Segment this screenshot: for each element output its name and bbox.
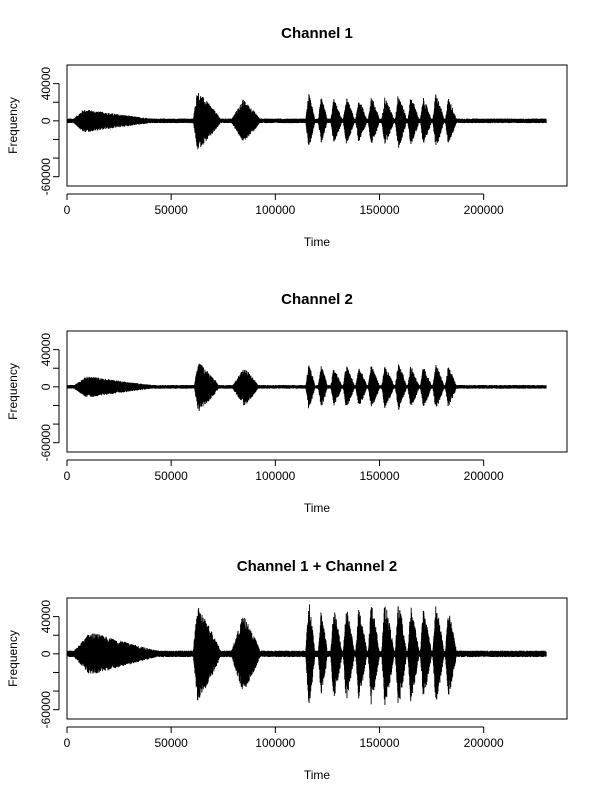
y-tick-label: 0	[39, 650, 53, 657]
x-tick-label: 50000	[154, 736, 188, 750]
x-tick-label: 200000	[464, 469, 504, 483]
x-tick-label: 50000	[154, 203, 188, 217]
x-tick-label: 0	[64, 736, 71, 750]
y-axis-label: Frequency	[6, 630, 20, 687]
x-tick-label: 100000	[255, 203, 295, 217]
chart-title: Channel 2	[281, 291, 353, 308]
y-tick-label: 0	[39, 383, 53, 390]
x-tick-label: 0	[64, 203, 71, 217]
plot-frame	[66, 64, 568, 187]
x-tick-label: 50000	[154, 469, 188, 483]
y-tick-label: 40000	[39, 600, 53, 634]
x-axis-label: Time	[304, 235, 331, 249]
chart-panel-2: Channel 2 0 50000 100000 150000 200000 Time -60…	[6, 291, 568, 515]
x-axis-label: Time	[304, 768, 331, 782]
y-axis-label: Frequency	[6, 363, 20, 420]
y-tick-label: -60000	[39, 424, 53, 462]
x-tick-label: 100000	[255, 736, 295, 750]
chart-panel-1: Channel 1 0 50000 100000 150000 200000 Time -60…	[6, 25, 568, 249]
y-tick-label: 40000	[39, 67, 53, 101]
waveform-series	[66, 604, 547, 706]
x-tick-label: 150000	[359, 469, 399, 483]
x-tick-label: 0	[64, 469, 71, 483]
plot-frame	[66, 330, 568, 453]
x-axis-label: Time	[304, 501, 331, 515]
x-tick-label: 200000	[464, 203, 504, 217]
y-tick-label: 0	[39, 117, 53, 124]
x-tick-label: 150000	[359, 203, 399, 217]
waveform-series	[66, 93, 547, 150]
y-tick-label: -60000	[39, 691, 53, 729]
x-tick-label: 100000	[255, 469, 295, 483]
plot-frame	[66, 597, 568, 720]
x-tick-label: 200000	[464, 736, 504, 750]
x-tick-label: 150000	[359, 736, 399, 750]
chart-title: Channel 1	[281, 25, 353, 42]
y-axis-label: Frequency	[6, 97, 20, 154]
chart-title: Channel 1 + Channel 2	[237, 558, 397, 575]
waveform-series	[66, 363, 547, 412]
y-tick-label: -60000	[39, 158, 53, 196]
y-tick-label: 40000	[39, 333, 53, 367]
chart-panel-3: Channel 1 + Channel 2 0 50000 100000 150000 2…	[6, 558, 568, 782]
